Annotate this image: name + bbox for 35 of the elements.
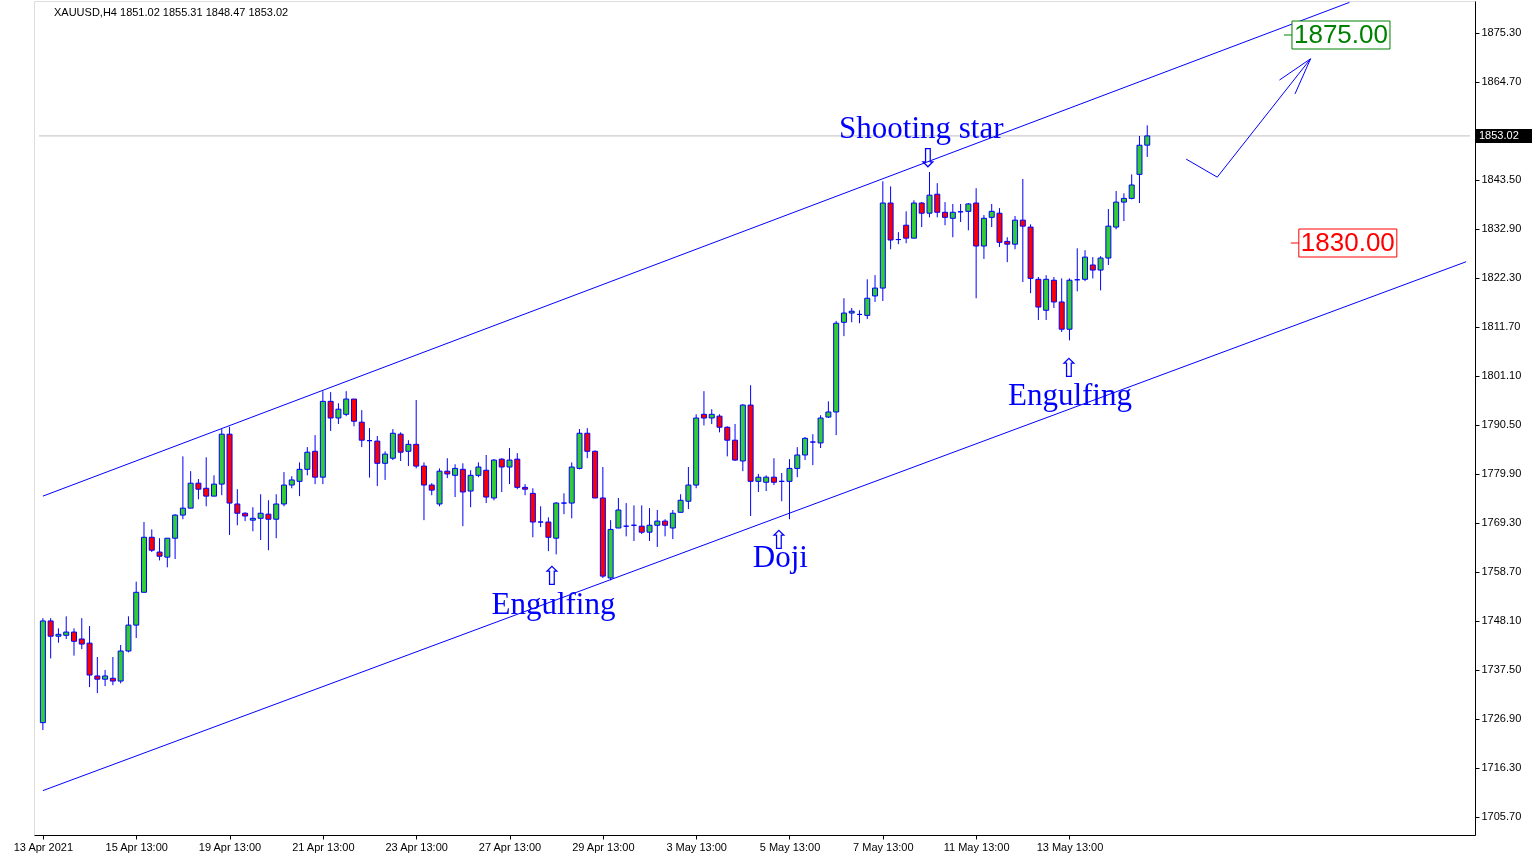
- y-tick-label: 1748.10: [1481, 614, 1522, 627]
- x-tick-label: 13 Apr 2021: [13, 840, 74, 853]
- x-tick-label: 23 Apr 13:00: [385, 840, 448, 853]
- annotation: Shooting star: [839, 110, 1005, 145]
- y-tick-label: 1832.90: [1481, 222, 1522, 235]
- x-tick-label: 3 May 13:00: [666, 840, 727, 853]
- y-tick-label: 1737.50: [1481, 663, 1522, 676]
- x-tick-label: 15 Apr 13:00: [105, 840, 168, 853]
- y-tick-label: 1811.70: [1481, 320, 1521, 333]
- y-tick-label: 1779.90: [1481, 467, 1522, 480]
- x-tick-label: 21 Apr 13:00: [292, 840, 355, 853]
- y-tick-label: 1864.70: [1481, 75, 1522, 88]
- x-tick-label: 27 Apr 13:00: [478, 840, 542, 853]
- y-tick-label: 1726.90: [1481, 712, 1522, 725]
- y-tick-label: 1705.70: [1481, 810, 1522, 823]
- y-tick-label: 1769.30: [1481, 516, 1522, 529]
- y-tick-label: 1822.30: [1481, 271, 1522, 284]
- x-tick-label: 19 Apr 13:00: [198, 840, 262, 853]
- y-tick-label: 1801.10: [1481, 369, 1522, 382]
- annotation: 1875.00: [1293, 19, 1388, 49]
- x-tick-label: 29 Apr 13:00: [572, 840, 635, 853]
- y-tick-label: 1790.50: [1481, 418, 1522, 431]
- annotation: ⇧: [541, 562, 564, 591]
- ref-line-label: 1853.02: [1479, 128, 1519, 141]
- y-tick-label: 1716.30: [1481, 761, 1522, 774]
- y-tick-label: 1875.30: [1481, 26, 1522, 39]
- x-tick-label: 13 May 13:00: [1036, 840, 1104, 853]
- x-tick-label: 7 May 13:00: [853, 840, 914, 853]
- chart-title: XAUUSD,H4 1851.02 1855.31 1848.47 1853.02: [54, 6, 289, 18]
- y-tick-label: 1758.70: [1481, 565, 1522, 578]
- y-tick-label: 1843.50: [1481, 173, 1522, 186]
- annotation: ⇧: [1058, 354, 1081, 383]
- x-tick-label: 5 May 13:00: [759, 840, 821, 853]
- x-tick-label: 11 May 13:00: [943, 840, 1010, 853]
- annotation: 1830.00: [1300, 227, 1395, 257]
